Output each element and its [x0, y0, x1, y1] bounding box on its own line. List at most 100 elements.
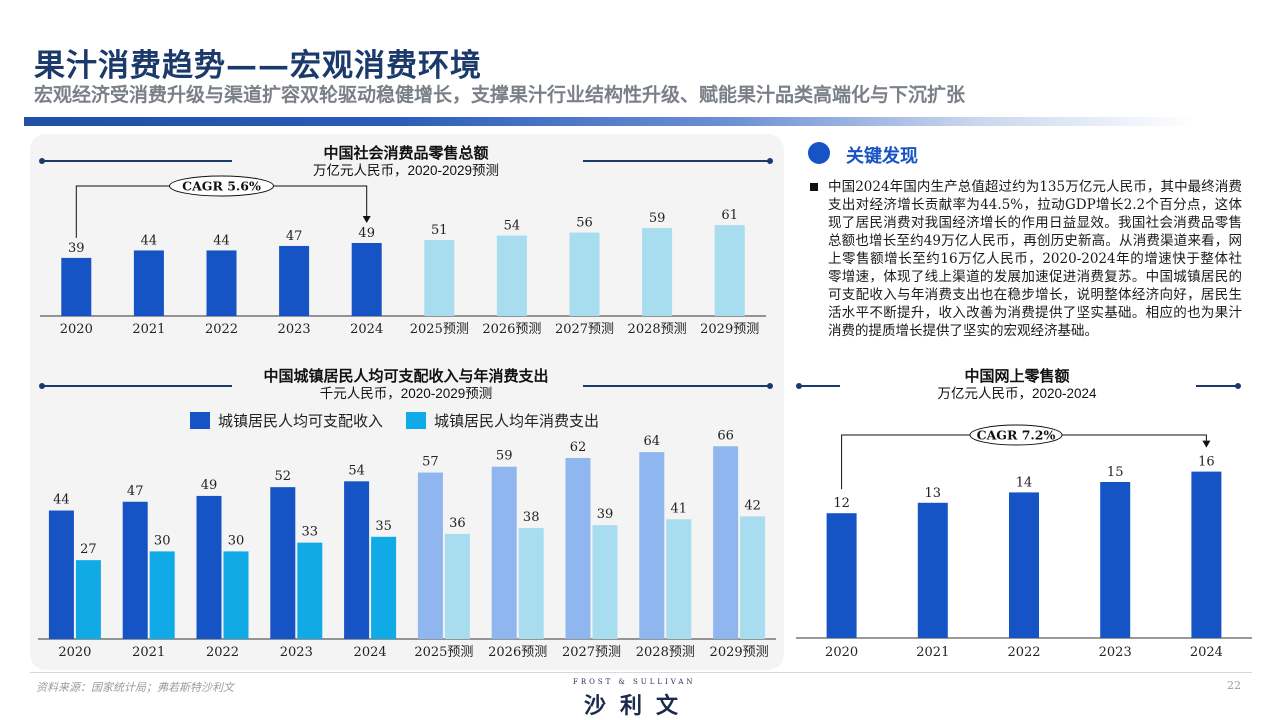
retail-bar — [642, 228, 673, 316]
retail-value-label: 44 — [213, 233, 230, 248]
expense-value-label: 38 — [523, 510, 540, 525]
retail-value-label: 59 — [649, 211, 666, 226]
income-bar — [565, 457, 591, 639]
income-title: 中国城镇居民人均可支配收入与年消费支出 — [263, 367, 548, 385]
retail-category-label: 2024 — [350, 322, 383, 337]
retail-category-label: 2025预测 — [410, 322, 469, 337]
income-rule-dot-left — [39, 383, 45, 389]
expense-bar — [740, 516, 766, 639]
key-findings-title: 关键发现 — [846, 146, 918, 167]
income-value-label: 59 — [496, 449, 513, 464]
online-value-label: 15 — [1107, 465, 1124, 480]
online-value-label: 13 — [925, 486, 942, 501]
online-cagr-annotation: CAGR 7.2% — [841, 424, 1211, 490]
retail-category-label: 2026预测 — [482, 322, 541, 337]
online-category-label: 2020 — [825, 645, 858, 660]
expense-value-label: 36 — [449, 516, 466, 531]
income-bar — [270, 487, 296, 639]
retail-value-label: 49 — [358, 226, 375, 241]
retail-category-label: 2029预测 — [700, 322, 759, 337]
expense-bar — [666, 519, 692, 639]
retail-title: 中国社会消费品零售总额 — [323, 144, 488, 162]
income-bar — [344, 481, 370, 639]
income-value-label: 47 — [127, 484, 144, 499]
source-note: 资料来源：国家统计局；弗若斯特沙利文 — [36, 681, 234, 694]
income-category-label: 2028预测 — [636, 645, 695, 660]
income-subtitle: 千元人民币，2020-2029预测 — [320, 386, 493, 401]
income-legend-swatch — [190, 412, 210, 429]
income-value-label: 54 — [348, 463, 365, 478]
income-category-label: 2025预测 — [414, 645, 473, 660]
online-category-label: 2021 — [916, 645, 949, 660]
expense-bar — [371, 536, 397, 639]
expense-value-label: 39 — [597, 507, 614, 522]
online-category-label: 2022 — [1007, 645, 1040, 660]
online-rule-dot-left — [796, 383, 802, 389]
retail-cagr-label: CAGR 5.6% — [182, 179, 261, 194]
income-value-label: 64 — [644, 434, 661, 449]
retail-rule-dot-left — [39, 158, 45, 164]
expense-bar — [223, 551, 249, 639]
expense-value-label: 35 — [375, 519, 392, 534]
retail-bar — [133, 250, 164, 316]
expense-value-label: 42 — [744, 498, 761, 513]
income-rule-dot-right — [767, 383, 773, 389]
expense-value-label: 27 — [80, 542, 97, 557]
page-number: 22 — [1227, 679, 1241, 692]
retail-bar — [279, 245, 310, 316]
retail-cagr-oval — [169, 175, 274, 197]
key-findings-text: 中国2024年国内生产总值超过约为135万亿元人民币，其中最终消费支出对经济增长… — [828, 179, 1242, 339]
income-value-label: 66 — [717, 428, 734, 443]
income-legend-swatch — [406, 412, 426, 429]
retail-value-label: 56 — [576, 216, 593, 231]
income-legend-label: 城镇居民人均可支配收入 — [218, 413, 383, 430]
online-category-label: 2024 — [1190, 645, 1223, 660]
expense-bar — [592, 525, 618, 639]
income-bar — [491, 466, 517, 639]
income-legend-label: 城镇居民人均年消费支出 — [434, 413, 599, 430]
income-category-label: 2029预测 — [710, 645, 769, 660]
retail-rule-dot-right — [767, 158, 773, 164]
retail-value-label: 54 — [504, 219, 521, 234]
retail-category-label: 2028预测 — [628, 322, 687, 337]
online-rule-dot-right — [1235, 383, 1241, 389]
header-gradient-bar — [24, 117, 1244, 126]
income-bar — [122, 501, 148, 639]
income-value-label: 49 — [201, 478, 218, 493]
retail-bar — [424, 240, 455, 316]
retail-bar — [714, 225, 745, 316]
expense-bar — [297, 542, 323, 639]
page-subtitle: 宏观经济受消费升级与渠道扩容双轮驱动稳健增长，支撑果汁行业结构性升级、赋能果汁品… — [34, 84, 966, 106]
retail-value-label: 61 — [721, 208, 738, 223]
retail-bar — [206, 250, 237, 316]
expense-bar — [444, 533, 470, 639]
income-bar — [639, 452, 665, 639]
income-category-label: 2024 — [354, 645, 387, 660]
online-bar — [1100, 482, 1131, 638]
income-category-label: 2023 — [280, 645, 313, 660]
retail-cagr-annotation: CAGR 5.6% — [75, 175, 371, 238]
income-value-label: 52 — [275, 469, 292, 484]
retail-bar — [61, 257, 92, 316]
income-value-label: 44 — [53, 493, 70, 508]
retail-bar — [496, 235, 527, 316]
online-bar — [826, 513, 857, 638]
income-bar — [713, 446, 739, 639]
income-category-label: 2020 — [58, 645, 91, 660]
income-category-label: 2022 — [206, 645, 239, 660]
retail-category-label: 2022 — [205, 322, 238, 337]
retail-bar — [569, 232, 600, 316]
online-bar — [917, 502, 948, 638]
online-title: 中国网上零售额 — [964, 367, 1069, 385]
online-value-label: 14 — [1016, 475, 1033, 490]
income-value-label: 62 — [570, 440, 587, 455]
retail-category-label: 2021 — [132, 322, 165, 337]
footer-divider — [30, 672, 1252, 673]
expense-bar — [75, 560, 101, 639]
online-cagr-oval — [969, 424, 1063, 446]
expense-value-label: 33 — [302, 525, 319, 540]
income-bar — [417, 472, 443, 639]
online-cagr-label: CAGR 7.2% — [977, 428, 1056, 443]
retail-subtitle: 万亿元人民币，2020-2029预测 — [313, 163, 499, 178]
